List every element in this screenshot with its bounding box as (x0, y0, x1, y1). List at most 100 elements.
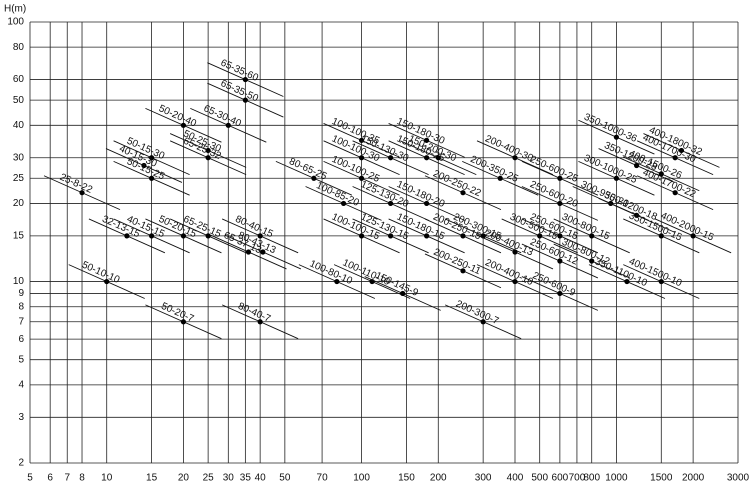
point (424, 200, 430, 207)
point (460, 268, 466, 274)
point (678, 147, 685, 154)
y-tick-label: 7 (18, 316, 24, 327)
x-tick-label: 800 (583, 473, 600, 484)
x-tick-label: 200 (430, 473, 447, 484)
point-label: 100-85-20 (314, 180, 361, 209)
point (672, 155, 678, 161)
point (124, 233, 130, 239)
x-tick-label: 7 (64, 473, 70, 484)
point (358, 155, 365, 161)
point (658, 171, 664, 177)
point-label: 200-300-7 (454, 299, 501, 328)
point (589, 233, 595, 239)
x-tick-label: 6 (47, 473, 53, 484)
point (245, 249, 252, 255)
point (512, 249, 518, 255)
point (311, 175, 317, 181)
point (180, 122, 187, 128)
point-label: 25-8-22 (58, 172, 94, 196)
point-label: 200-250-22 (431, 168, 483, 199)
y-tick-label: 3 (18, 412, 24, 423)
point (589, 258, 595, 264)
point (205, 147, 211, 154)
point-label: 200-350-25 (469, 154, 521, 185)
y-axis-label: H(m) (4, 4, 26, 15)
point (672, 190, 678, 196)
point-label: 250-600-9 (531, 270, 578, 299)
y-tick-label: 30 (13, 152, 25, 163)
point (358, 175, 365, 181)
point (480, 319, 486, 325)
point (633, 162, 640, 169)
point (358, 137, 365, 143)
y-tick-label: 20 (13, 198, 25, 209)
x-tick-label: 100 (353, 473, 370, 484)
point (512, 278, 518, 285)
point (148, 155, 155, 161)
point (460, 233, 466, 239)
y-tick-label: 8 (18, 301, 24, 312)
x-tick-label: 20 (178, 473, 190, 484)
point (358, 233, 365, 239)
y-tick-label: 5 (18, 354, 24, 365)
point (257, 319, 263, 325)
x-tick-label: 1000 (605, 473, 628, 484)
point (512, 155, 518, 161)
y-tick-label: 9 (18, 288, 24, 299)
point (257, 233, 263, 239)
point (424, 155, 430, 161)
y-tick-label: 10 (13, 276, 25, 287)
y-tick-label: 60 (13, 74, 25, 85)
point (387, 200, 394, 207)
point (334, 278, 340, 285)
point (104, 278, 110, 285)
point (613, 175, 620, 181)
point (148, 175, 155, 181)
y-tick-label: 6 (18, 334, 24, 345)
y-tick-label: 50 (13, 95, 25, 106)
point (658, 278, 664, 285)
x-tick-label: 8 (79, 473, 85, 484)
y-tick-label: 2 (18, 458, 24, 469)
point (613, 134, 620, 140)
point (690, 233, 696, 239)
x-tick-label: 15 (146, 473, 158, 484)
point (624, 278, 630, 285)
point (557, 175, 563, 181)
point (79, 190, 85, 196)
x-tick-label: 2000 (682, 473, 705, 484)
x-tick-label: 25 (203, 473, 215, 484)
x-tick-label: 5 (27, 473, 33, 484)
point (242, 97, 248, 103)
point-label: 350-1000-36 (582, 112, 639, 145)
point (242, 76, 248, 83)
x-tick-label: 1500 (650, 473, 673, 484)
point (424, 137, 430, 143)
x-tick-label: 600 (552, 473, 569, 484)
point-label: 200-250-11 (432, 247, 483, 278)
point (633, 212, 640, 218)
x-tick-label: 400 (507, 473, 524, 484)
x-tick-label: 10 (101, 473, 113, 484)
point (658, 233, 664, 239)
point (537, 233, 543, 239)
y-tick-label: 4 (18, 380, 24, 391)
x-tick-label: 50 (279, 473, 291, 484)
point (435, 155, 441, 161)
point (387, 233, 394, 239)
point (180, 319, 187, 325)
point (148, 233, 155, 239)
x-tick-label: 70 (317, 473, 329, 484)
x-tick-label: 150 (398, 473, 415, 484)
point (141, 162, 147, 169)
point (460, 190, 466, 196)
point (205, 233, 211, 239)
y-tick-label: 40 (13, 120, 25, 131)
point (225, 122, 231, 128)
x-tick-label: 40 (255, 473, 267, 484)
point-label: 200-400-13 (483, 228, 535, 259)
y-tick-label: 100 (7, 17, 24, 28)
y-tick-label: 15 (13, 231, 25, 242)
point (497, 175, 503, 181)
